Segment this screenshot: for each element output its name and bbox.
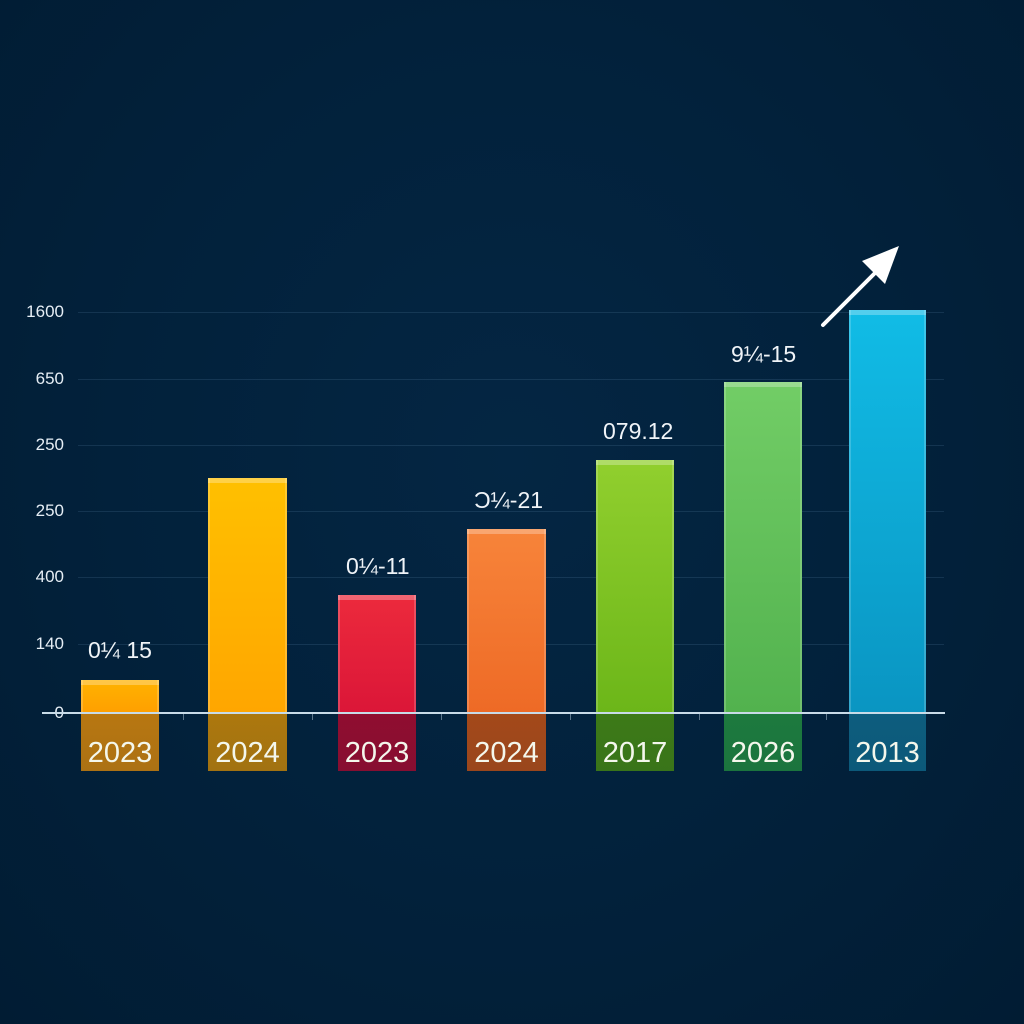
x-category-label: 2024 <box>474 737 539 769</box>
bar-cap <box>724 382 802 387</box>
x-tick-mark <box>441 714 442 720</box>
x-category-label-block: 2026 <box>724 713 802 771</box>
bar-edge <box>208 478 210 713</box>
bar-6[interactable] <box>724 382 802 713</box>
bar-edge <box>467 529 469 713</box>
x-category-label-block: 2023 <box>338 713 416 771</box>
y-tick-label: 250 <box>35 435 64 454</box>
x-category-label-block: 2017 <box>596 713 674 771</box>
bar-edge <box>338 595 340 713</box>
x-axis-baseline <box>42 712 945 714</box>
bar-edge <box>81 680 83 713</box>
bar-edge <box>724 382 726 713</box>
bar-cap <box>596 460 674 465</box>
y-tick-label: 400 <box>35 567 64 586</box>
x-category-label-block: 2024 <box>467 713 546 771</box>
gridline <box>78 511 944 512</box>
x-category-label: 2013 <box>855 737 920 769</box>
bar-edge <box>924 310 926 713</box>
bar-3[interactable] <box>338 595 416 713</box>
x-category-label-block: 2024 <box>208 713 287 771</box>
y-tick-label: 650 <box>35 369 64 388</box>
x-tick-mark <box>826 714 827 720</box>
bar-edge <box>157 680 159 713</box>
bar-edge <box>596 460 598 713</box>
x-category-label: 2017 <box>602 737 668 769</box>
bar-data-label: 079.12 <box>603 418 674 444</box>
x-category-label: 2026 <box>730 737 796 769</box>
bar-edge <box>544 529 546 713</box>
bar-cap <box>81 680 159 685</box>
gridline <box>78 312 944 313</box>
bar-cap <box>849 310 926 315</box>
bar-2[interactable] <box>208 478 287 713</box>
x-tick-mark <box>312 714 313 720</box>
y-tick-label: 250 <box>35 501 64 520</box>
bar-data-label: 9¼-15 <box>731 341 797 367</box>
bar-1[interactable] <box>81 680 159 713</box>
bar-cap <box>208 478 287 483</box>
bar-edge <box>849 310 851 713</box>
y-tick-label: 140 <box>35 634 64 653</box>
bar-edge <box>285 478 287 713</box>
bar-4[interactable] <box>467 529 546 713</box>
bar-edge <box>800 382 802 713</box>
x-category-label: 2023 <box>344 737 410 769</box>
bar-data-label: 0¼ 15 <box>88 637 152 663</box>
x-tick-mark <box>570 714 571 720</box>
gridline <box>78 445 944 446</box>
x-category-label: 2023 <box>87 737 153 769</box>
bar-data-label: 0¼-11 <box>346 553 410 579</box>
bar-7[interactable] <box>849 310 926 713</box>
gridline <box>78 379 944 380</box>
y-tick-label: 1600 <box>26 302 64 321</box>
x-category-label: 2024 <box>215 737 280 769</box>
bar-cap <box>467 529 546 534</box>
bar-edge <box>672 460 674 713</box>
bar-edge <box>414 595 416 713</box>
x-category-label-block: 2023 <box>81 713 159 771</box>
x-tick-mark <box>699 714 700 720</box>
bar-5[interactable] <box>596 460 674 713</box>
bar-data-label: Ɔ¼-21 <box>474 487 544 513</box>
x-tick-mark <box>183 714 184 720</box>
bar-cap <box>338 595 416 600</box>
x-category-label-block: 2013 <box>849 713 926 771</box>
